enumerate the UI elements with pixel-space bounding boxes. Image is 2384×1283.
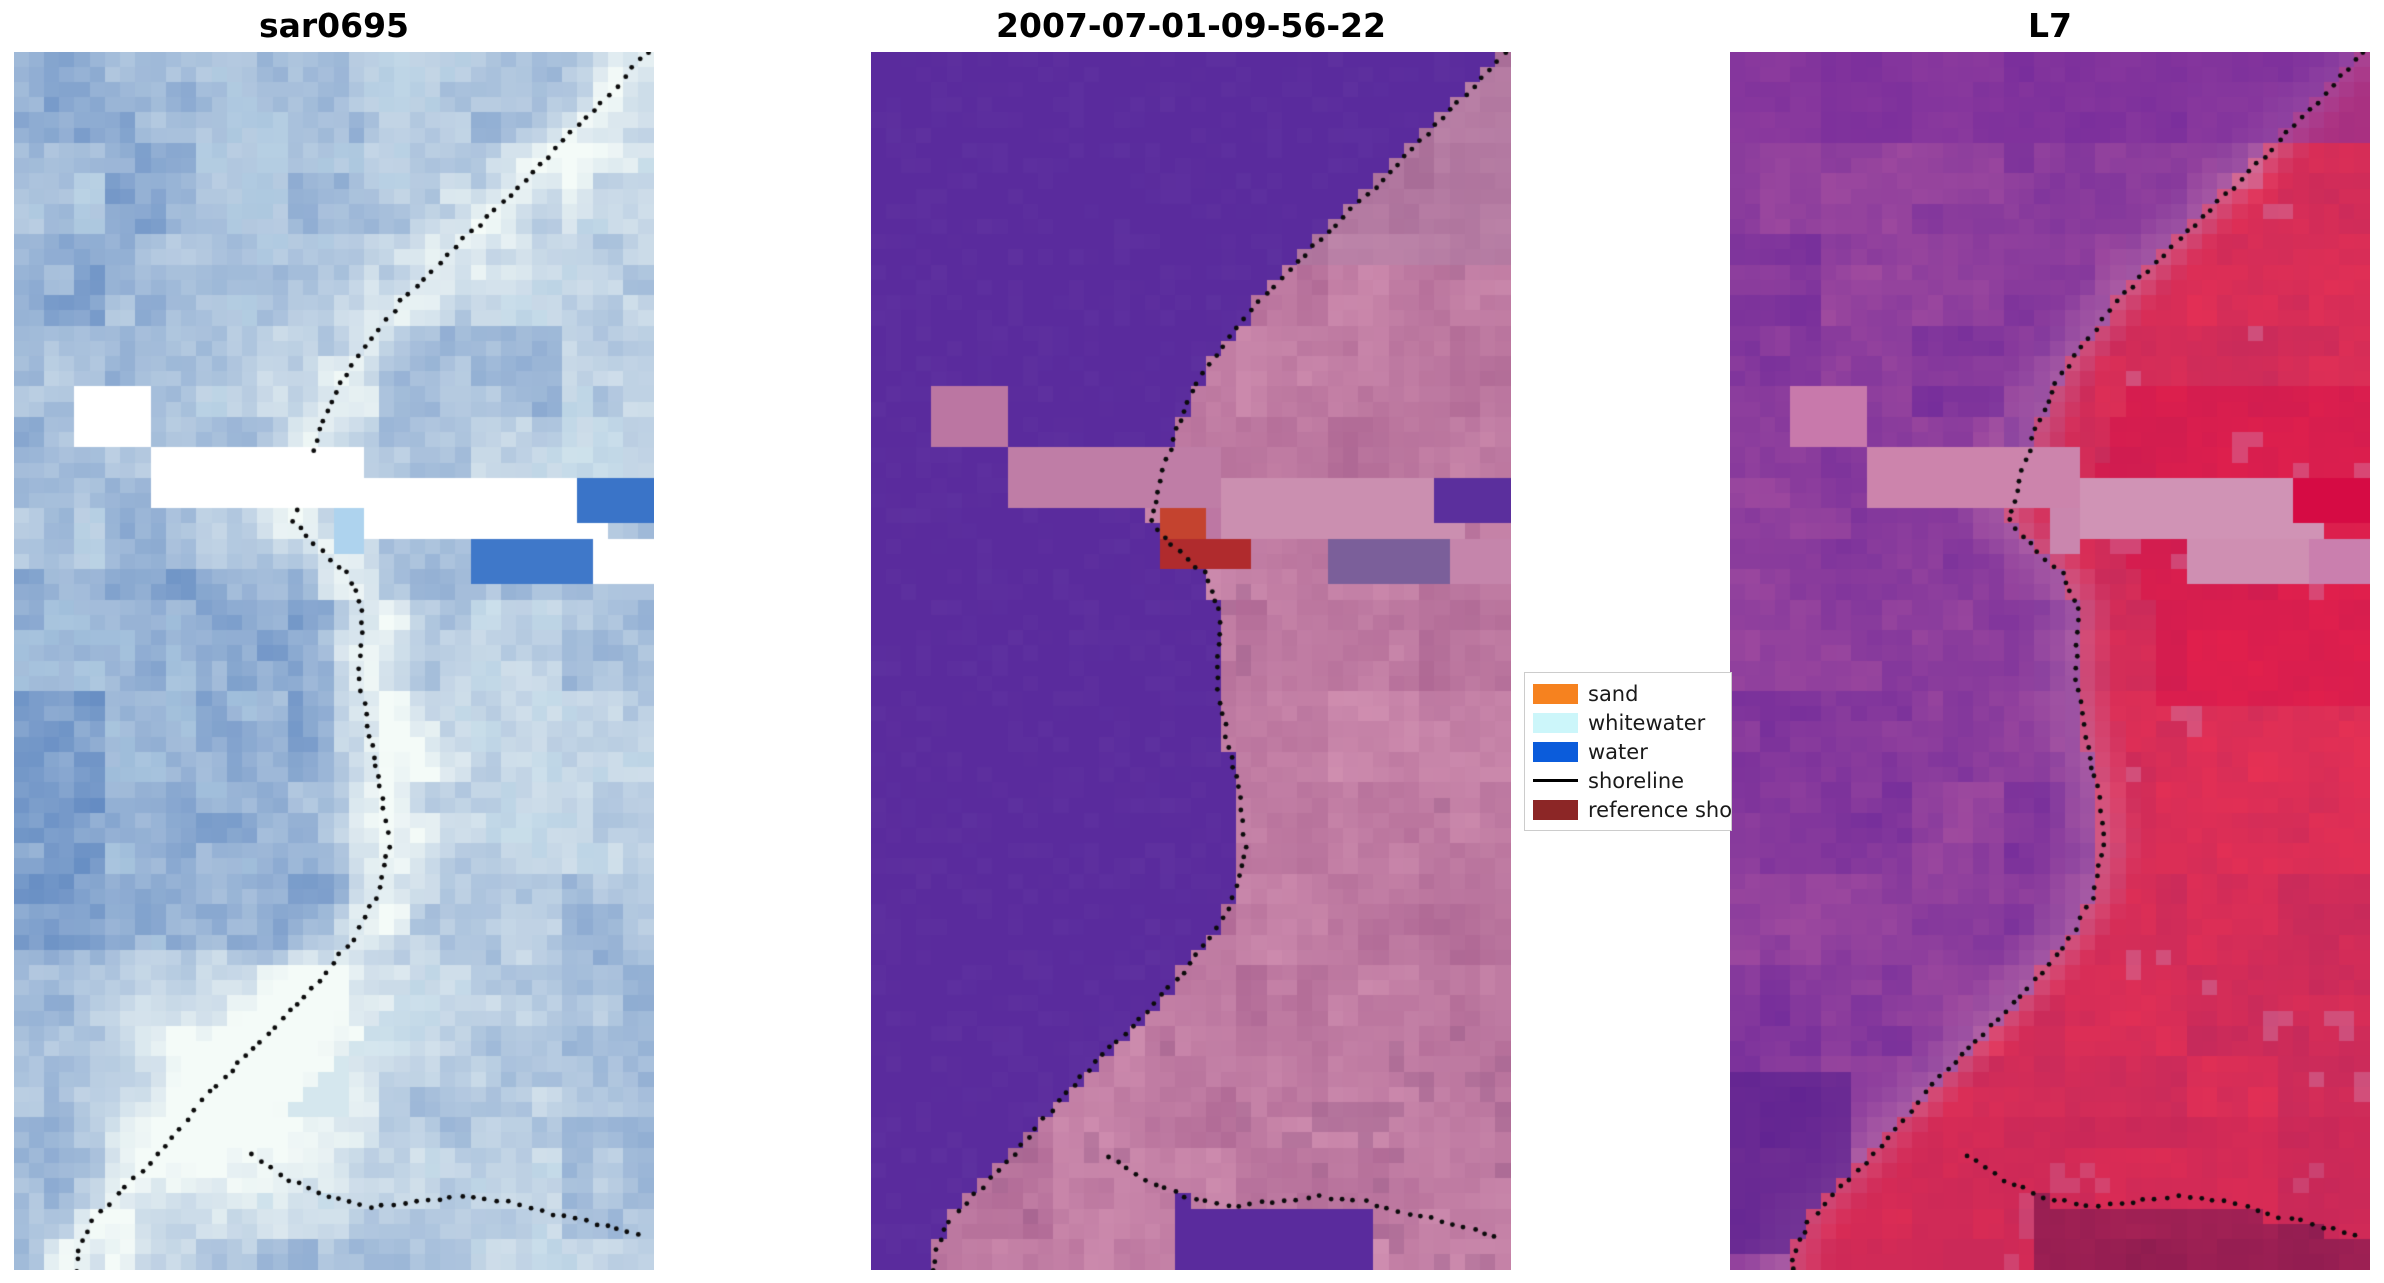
legend-swatch-reference_shoreline [1533,799,1578,820]
panel-title-classified: 2007-07-01-09-56-22 [996,6,1386,45]
legend-item-whitewater: whitewater [1533,708,1731,737]
legend-item-sand: sand [1533,679,1731,708]
panel-title-sar0695: sar0695 [258,6,410,45]
classification-image [871,52,1511,1270]
panel-sar0695: sar0695 [14,6,654,1270]
panel-l7: L7 [1730,6,2370,1270]
legend-swatch-whitewater [1533,712,1578,733]
legend-label: whitewater [1588,710,1706,735]
legend-swatch-sand [1533,683,1578,704]
legend-label: shoreline [1588,768,1685,793]
panel-title-l7: L7 [2028,6,2072,45]
panel-classified: 2007-07-01-09-56-22 [871,6,1511,1270]
legend: sand whitewater water shoreline reference sh… [1524,672,1732,831]
legend-swatch-water [1533,741,1578,762]
legend-label: reference sho [1588,797,1731,822]
legend-item-shoreline: shoreline [1533,766,1731,795]
legend-item-water: water [1533,737,1731,766]
legend-item-reference_shoreline: reference sho [1533,795,1731,824]
legend-label: water [1588,739,1648,764]
l7-image [1730,52,2370,1270]
sar-image [14,52,654,1270]
legend-label: sand [1588,681,1639,706]
legend-swatch-shoreline [1533,779,1578,782]
